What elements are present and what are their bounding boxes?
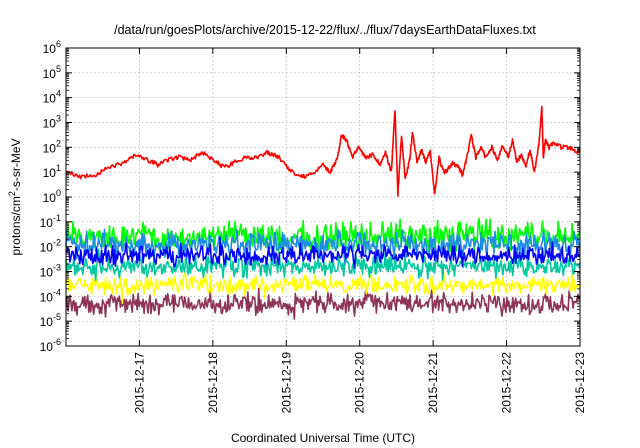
y-axis-label-tail: -s-sr-MeV — [9, 138, 23, 191]
x-tick-label: 2015-12-20 — [353, 352, 367, 414]
x-axis-label: Coordinated Universal Time (UTC) — [231, 431, 415, 445]
y-tick-label: 10-6 — [40, 337, 61, 354]
x-tick-label: 2015-12-21 — [426, 352, 440, 414]
y-axis-label-superscript: 2 — [7, 191, 17, 196]
chart-title: /data/run/goesPlots/archive/2015-12-22/f… — [114, 23, 536, 37]
y-tick-label: 103 — [43, 114, 61, 131]
y-tick-label: 105 — [43, 64, 61, 81]
series-line-1 — [65, 287, 581, 320]
series-line-2 — [65, 271, 581, 305]
series-line-5 — [65, 228, 581, 266]
axis-ticks — [66, 47, 581, 347]
y-tick-label: 104 — [43, 89, 61, 106]
y-tick-label: 102 — [43, 138, 61, 155]
y-tick-label: 10-4 — [40, 287, 61, 304]
x-tick-label: 2015-12-18 — [206, 352, 220, 414]
y-axis-label-main: protons/cm — [9, 196, 23, 255]
y-tick-labels: 10-6 10-5 10-4 10-3 10-2 10-1 100 101 102 103 104 1… — [40, 39, 61, 354]
y-axis-label: protons/cm2-s-sr-MeV — [7, 138, 23, 255]
y-tick-label: 10-5 — [40, 312, 61, 329]
y-tick-label: 10-1 — [40, 213, 61, 230]
x-tick-label: 2015-12-22 — [500, 352, 514, 414]
y-tick-label: 10-3 — [40, 263, 61, 280]
x-tick-label: 2015-12-17 — [132, 352, 146, 414]
x-tick-labels: 2015-12-17 2015-12-18 2015-12-19 2015-12-20… — [132, 352, 587, 414]
x-tick-label: 2015-12-19 — [279, 352, 293, 414]
series-line-3 — [65, 248, 581, 282]
series-line-6 — [65, 236, 581, 269]
y-tick-label: 106 — [43, 39, 61, 56]
y-tick-label: 10-2 — [40, 238, 61, 255]
series-line-7 — [65, 105, 581, 197]
x-tick-label: 2015-12-23 — [573, 352, 587, 414]
y-tick-label: 101 — [43, 163, 61, 180]
series-layer — [65, 105, 581, 320]
y-tick-label: 100 — [43, 188, 61, 205]
